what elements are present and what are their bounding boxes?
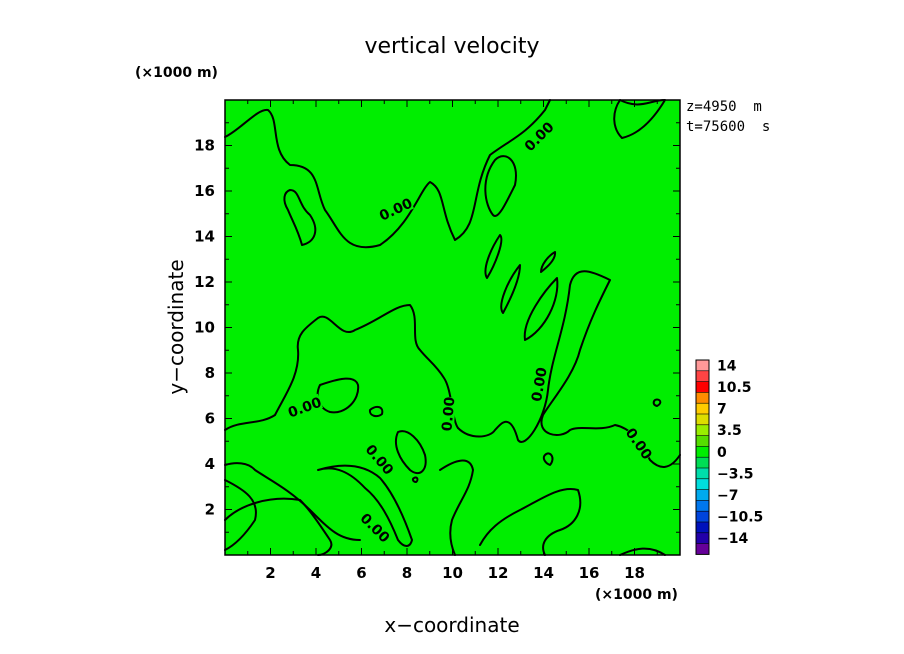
contour-line bbox=[283, 189, 317, 246]
contour-line bbox=[224, 497, 333, 556]
colorbar-label: 3.5 bbox=[717, 423, 742, 439]
contour-label-bg bbox=[376, 194, 414, 223]
y-tick-label: 16 bbox=[194, 182, 215, 200]
y-tick-label: 4 bbox=[205, 455, 215, 473]
contour-line bbox=[500, 264, 521, 314]
colorbar-segment bbox=[696, 468, 709, 479]
x-tick-label: 4 bbox=[311, 564, 321, 582]
contour-label-bg bbox=[358, 510, 393, 545]
contour-line bbox=[457, 270, 681, 468]
colorbar-segment bbox=[696, 543, 709, 555]
contour-line bbox=[317, 464, 413, 547]
x-unit-label: (×1000 m) bbox=[595, 587, 678, 603]
colorbar-labels: 14 10.5 7 3.5 0 −3.5 −7 −10.5 −14 bbox=[717, 358, 763, 547]
contour-label-bg bbox=[285, 393, 323, 420]
colorbar-segment bbox=[696, 403, 709, 414]
contour-label: 0.00 bbox=[528, 366, 551, 403]
colorbar bbox=[695, 359, 710, 555]
colorbar-segment bbox=[696, 478, 709, 490]
contour-line bbox=[411, 476, 419, 483]
colorbar-label: −7 bbox=[717, 488, 738, 504]
colorbar-segment bbox=[696, 381, 709, 393]
y-tick-labels: 2 4 6 8 10 12 14 16 18 bbox=[194, 137, 215, 519]
y-tick-label: 6 bbox=[205, 410, 215, 428]
contour-line bbox=[523, 277, 559, 341]
chart-title: vertical velocity bbox=[364, 34, 539, 59]
contour-line bbox=[652, 398, 662, 407]
t-annotation: t=75600 s bbox=[686, 119, 770, 135]
y-tick-label: 18 bbox=[194, 137, 215, 155]
colorbar-segment bbox=[696, 489, 709, 501]
colorbar-segment bbox=[696, 360, 709, 371]
x-tick-label: 12 bbox=[488, 564, 509, 582]
x-tick-labels: 2 4 6 8 10 12 14 16 18 bbox=[265, 564, 645, 582]
contour-label-text: 0.00 bbox=[439, 396, 458, 432]
contour-label-bg bbox=[528, 366, 549, 403]
contour-line bbox=[479, 488, 582, 556]
contour-line bbox=[394, 430, 427, 475]
x-tick-label: 10 bbox=[442, 564, 463, 582]
z-annotation: z=4950 m bbox=[686, 99, 762, 115]
colorbar-label: 0 bbox=[717, 445, 727, 461]
colorbar-segment bbox=[696, 370, 709, 382]
y-tick-label: 2 bbox=[205, 501, 215, 519]
y-tick-label: 8 bbox=[205, 364, 215, 382]
contour-line bbox=[540, 251, 557, 273]
x-tick-label: 16 bbox=[579, 564, 600, 582]
contour-line bbox=[542, 452, 554, 466]
colorbar-label: 10.5 bbox=[717, 380, 752, 396]
contour-label-bg bbox=[438, 396, 457, 432]
x-tick-label: 18 bbox=[624, 564, 645, 582]
contour-line bbox=[439, 459, 474, 556]
colorbar-segment bbox=[696, 500, 709, 512]
contour-line bbox=[224, 479, 257, 551]
contour-line bbox=[613, 99, 666, 139]
x-axis-label: x−coordinate bbox=[384, 613, 519, 637]
colorbar-label: −10.5 bbox=[717, 510, 763, 526]
colorbar-segment bbox=[696, 532, 709, 544]
x-tick-label: 2 bbox=[265, 564, 275, 582]
contour-line bbox=[368, 405, 384, 418]
colorbar-label: 14 bbox=[717, 358, 737, 374]
y-unit-label: (×1000 m) bbox=[135, 65, 218, 81]
colorbar-label: 7 bbox=[717, 402, 727, 418]
plot-area bbox=[225, 100, 680, 555]
colorbar-segment bbox=[696, 522, 709, 533]
contour-label-bg bbox=[521, 118, 556, 154]
colorbar-segment bbox=[696, 446, 709, 458]
colorbar-segment bbox=[696, 392, 709, 404]
y-tick-label: 14 bbox=[194, 228, 215, 246]
contour-line bbox=[224, 304, 459, 431]
colorbar-segment bbox=[696, 414, 709, 425]
axis-ticks bbox=[225, 100, 680, 555]
contour-line bbox=[224, 462, 361, 541]
contour-line bbox=[484, 234, 503, 279]
colorbar-segment bbox=[696, 435, 709, 447]
contour-line bbox=[224, 99, 551, 249]
contour-label-text: 0.00 bbox=[529, 366, 551, 403]
contour-label-bg bbox=[623, 425, 656, 462]
contour-label: 0.00 bbox=[438, 396, 458, 432]
colorbar-segment bbox=[696, 457, 709, 468]
y-tick-label: 10 bbox=[194, 319, 215, 337]
colorbar-label: −3.5 bbox=[717, 466, 754, 482]
colorbar-segment bbox=[696, 511, 709, 522]
contour-label-bg bbox=[363, 441, 397, 477]
x-tick-label: 6 bbox=[356, 564, 366, 582]
y-tick-label: 12 bbox=[194, 273, 215, 291]
colorbar-segment bbox=[696, 424, 709, 436]
colorbar-label: −14 bbox=[717, 531, 748, 547]
y-axis-label: y−coordinate bbox=[164, 259, 188, 394]
x-tick-label: 8 bbox=[402, 564, 412, 582]
x-tick-label: 14 bbox=[533, 564, 554, 582]
contour-lines bbox=[224, 99, 681, 556]
contour-line bbox=[619, 547, 666, 556]
contour-line bbox=[484, 155, 517, 217]
